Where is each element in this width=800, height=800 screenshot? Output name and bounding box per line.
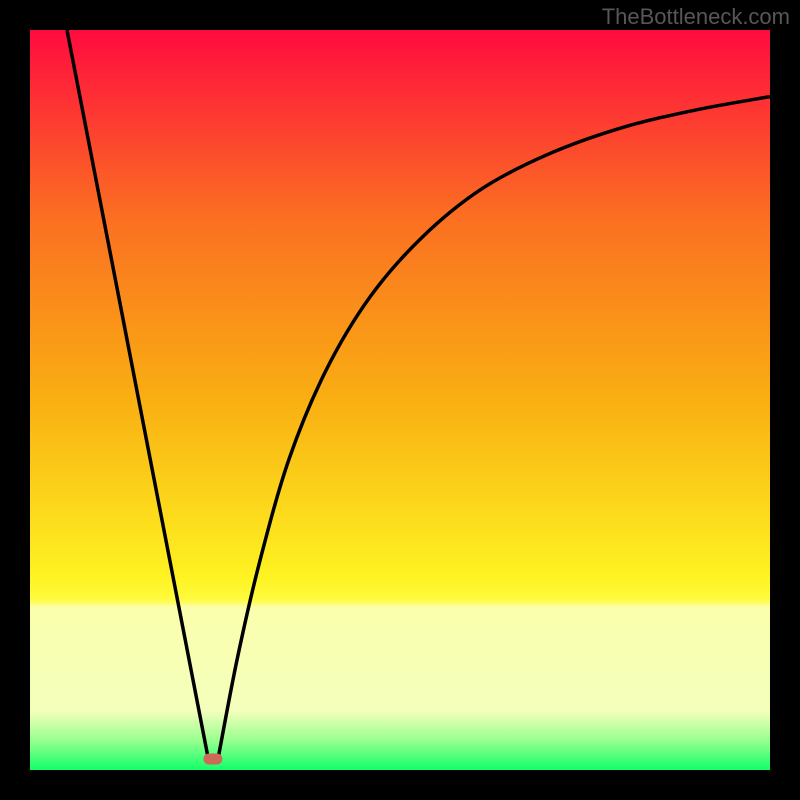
- chart-container: TheBottleneck.com: [0, 0, 800, 800]
- watermark-text: TheBottleneck.com: [602, 4, 790, 30]
- bottleneck-curve: [30, 30, 770, 770]
- plot-area: [30, 30, 770, 770]
- curve-right-segment: [219, 97, 770, 756]
- curve-left-segment: [67, 30, 208, 755]
- optimal-point-marker: [203, 753, 222, 764]
